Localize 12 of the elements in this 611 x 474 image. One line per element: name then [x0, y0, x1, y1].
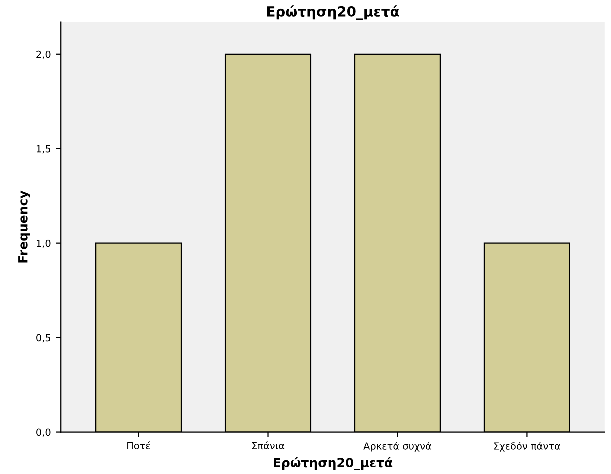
y-tick-label: 1,5 [36, 145, 51, 154]
x-tick-label: Σχεδόν πάντα [494, 442, 560, 452]
x-axis-title: Ερώτηση20_μετά [274, 457, 393, 470]
y-tick-label: 0,0 [36, 428, 51, 438]
y-axis-title: Frequency [18, 190, 30, 263]
x-tick-label: Σπάνια [252, 442, 285, 450]
y-tick-label: 2,0 [36, 50, 51, 60]
y-tick-label: 1,0 [36, 240, 51, 248]
x-tick-label: Αρκετά συχνά [364, 442, 432, 452]
x-tick-label: Ποτέ [128, 442, 150, 450]
y-tick-label: 0,5 [36, 334, 51, 343]
chart-title: Ερώτηση20_μετά [267, 6, 400, 20]
